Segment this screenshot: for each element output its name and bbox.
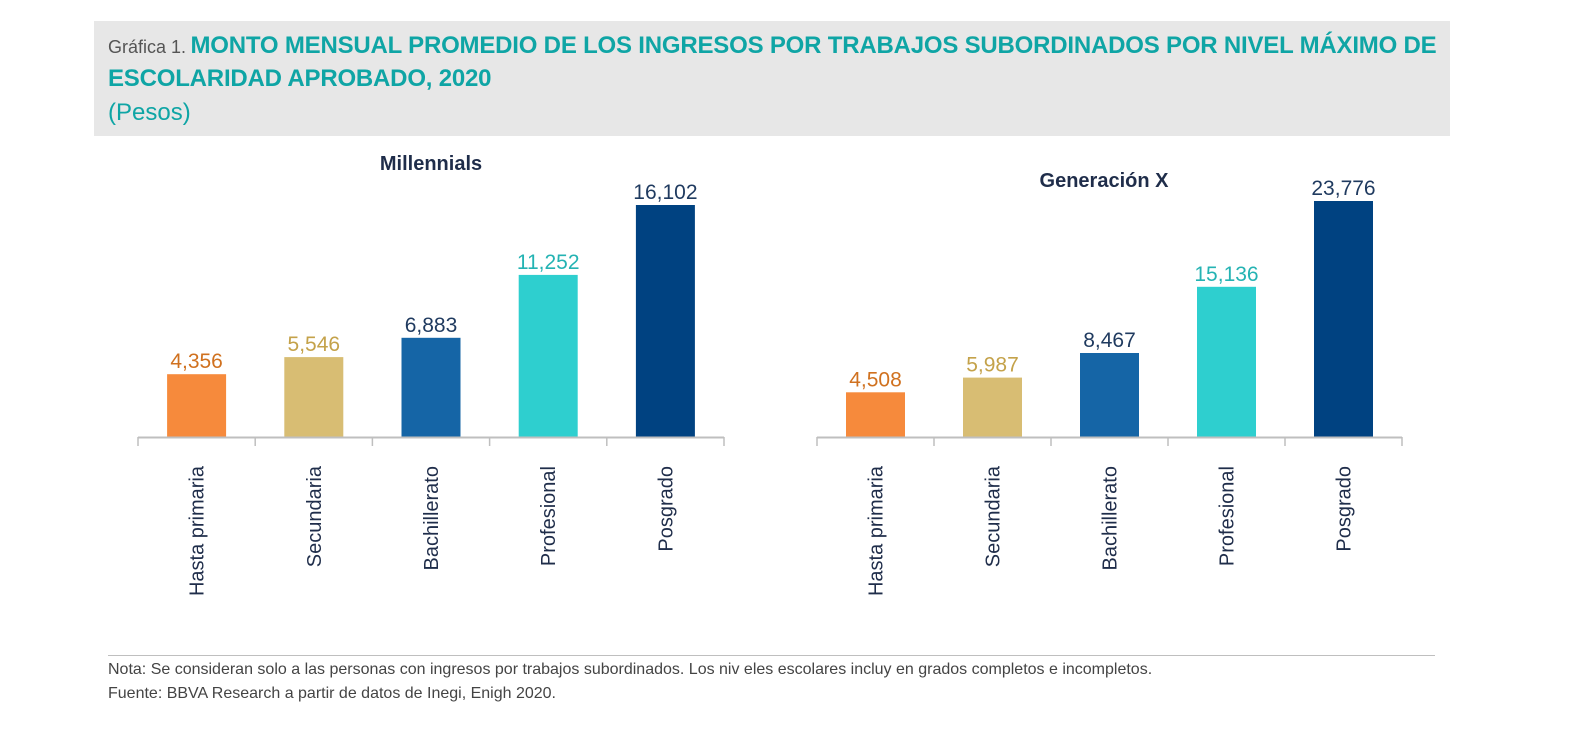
- category-label-0-0: Hasta primaria: [187, 465, 209, 596]
- chart-title: Gráfica 1. MONTO MENSUAL PROMEDIO DE LOS…: [108, 31, 1438, 97]
- footer-source: Fuente: BBVA Research a partir de datos …: [108, 685, 556, 702]
- value-label-0-2: 6,883: [405, 314, 458, 337]
- category-label-1-0: Hasta primaria: [866, 465, 888, 596]
- footer-divider: [108, 655, 1435, 656]
- category-label-1-4: Posgrado: [1334, 466, 1356, 552]
- category-label-0-1: Secundaria: [304, 465, 326, 567]
- panel-title-1: Generación X: [1040, 170, 1170, 192]
- value-label-0-1: 5,546: [288, 333, 341, 356]
- bar-1-1: [963, 377, 1022, 437]
- category-label-1-3: Profesional: [1217, 466, 1239, 566]
- chart-header: Gráfica 1. MONTO MENSUAL PROMEDIO DE LOS…: [94, 21, 1450, 136]
- bar-1-0: [846, 392, 905, 437]
- value-label-1-1: 5,987: [966, 354, 1019, 377]
- bar-0-0: [167, 374, 227, 437]
- value-label-1-4: 23,776: [1311, 177, 1375, 200]
- category-label-1-2: Bachillerato: [1100, 466, 1122, 571]
- value-label-1-2: 8,467: [1083, 329, 1136, 352]
- category-label-0-3: Profesional: [538, 466, 560, 566]
- value-label-1-0: 4,508: [849, 368, 902, 391]
- units-label: (Pesos): [108, 99, 191, 126]
- bar-0-2: [401, 337, 461, 437]
- value-label-1-3: 15,136: [1194, 263, 1258, 286]
- value-label-0-4: 16,102: [633, 181, 697, 204]
- bar-0-4: [635, 205, 695, 437]
- category-label-1-1: Secundaria: [983, 465, 1005, 567]
- bar-1-3: [1197, 286, 1256, 437]
- category-label-0-2: Bachillerato: [421, 466, 443, 571]
- bar-1-2: [1080, 353, 1139, 437]
- category-label-0-4: Posgrado: [655, 466, 677, 552]
- value-label-0-3: 11,252: [517, 251, 580, 274]
- bar-0-1: [284, 357, 344, 437]
- bar-1-4: [1314, 201, 1373, 437]
- value-label-0-0: 4,356: [170, 350, 223, 373]
- bar-0-3: [518, 274, 578, 437]
- panel-title-0: Millennials: [380, 153, 482, 175]
- title-main: MONTO MENSUAL PROMEDIO DE LOS INGRESOS P…: [108, 32, 1437, 92]
- footer-note: Nota: Se consideran solo a las personas …: [108, 661, 1153, 678]
- title-prefix: Gráfica 1.: [108, 37, 187, 57]
